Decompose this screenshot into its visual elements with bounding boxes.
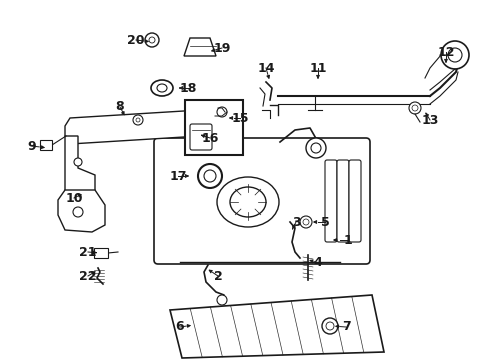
Text: 13: 13: [421, 113, 439, 126]
Text: 9: 9: [28, 139, 36, 153]
Polygon shape: [170, 295, 384, 358]
Ellipse shape: [157, 84, 167, 92]
Circle shape: [204, 170, 216, 182]
Circle shape: [149, 37, 155, 43]
Text: 5: 5: [320, 216, 329, 229]
Polygon shape: [184, 38, 216, 56]
Circle shape: [448, 48, 462, 62]
Ellipse shape: [230, 187, 266, 217]
Circle shape: [441, 41, 469, 69]
Text: 1: 1: [343, 234, 352, 247]
Text: 10: 10: [65, 192, 83, 204]
Text: 8: 8: [116, 100, 124, 113]
FancyBboxPatch shape: [190, 124, 212, 150]
Polygon shape: [65, 136, 95, 208]
Text: 12: 12: [437, 45, 455, 58]
Text: 11: 11: [309, 62, 327, 75]
Circle shape: [322, 318, 338, 334]
Circle shape: [300, 216, 312, 228]
FancyBboxPatch shape: [349, 160, 361, 242]
FancyBboxPatch shape: [154, 138, 370, 264]
Text: 17: 17: [169, 170, 187, 183]
FancyBboxPatch shape: [185, 100, 243, 155]
Circle shape: [409, 102, 421, 114]
Text: 19: 19: [213, 41, 231, 54]
Text: 22: 22: [79, 270, 97, 283]
Text: 7: 7: [342, 320, 350, 333]
Polygon shape: [65, 110, 205, 144]
Bar: [94, 248, 108, 258]
Circle shape: [217, 107, 227, 117]
Ellipse shape: [151, 80, 173, 96]
Circle shape: [326, 322, 334, 330]
FancyBboxPatch shape: [337, 160, 349, 242]
Circle shape: [198, 164, 222, 188]
Circle shape: [74, 158, 82, 166]
Text: 15: 15: [231, 112, 249, 125]
Circle shape: [412, 105, 418, 111]
Circle shape: [217, 295, 227, 305]
Text: 4: 4: [314, 256, 322, 270]
Text: 21: 21: [79, 246, 97, 258]
Text: 14: 14: [257, 62, 275, 75]
Circle shape: [306, 138, 326, 158]
Text: 2: 2: [214, 270, 222, 283]
Text: 16: 16: [201, 131, 219, 144]
Circle shape: [133, 115, 143, 125]
Circle shape: [311, 143, 321, 153]
Text: 20: 20: [127, 33, 145, 46]
Polygon shape: [58, 190, 105, 232]
Circle shape: [136, 118, 140, 122]
Text: 3: 3: [292, 216, 300, 229]
Text: 6: 6: [176, 320, 184, 333]
FancyBboxPatch shape: [325, 160, 337, 242]
Circle shape: [303, 219, 309, 225]
Bar: [40, 140, 52, 150]
Circle shape: [145, 33, 159, 47]
Text: 18: 18: [179, 81, 196, 94]
Circle shape: [73, 207, 83, 217]
Ellipse shape: [217, 177, 279, 227]
